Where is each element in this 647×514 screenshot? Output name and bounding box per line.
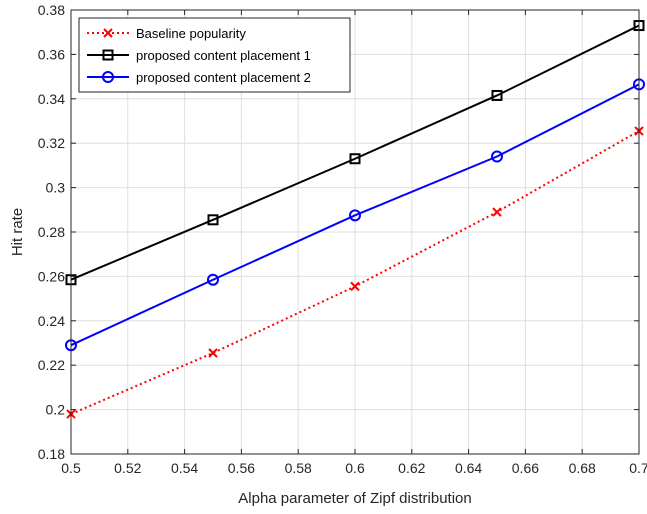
legend-marker bbox=[102, 49, 114, 61]
legend-item: proposed content placement 2 bbox=[87, 70, 311, 85]
data-point bbox=[491, 150, 503, 163]
legend-label: proposed content placement 1 bbox=[136, 48, 311, 63]
x-tick-label: 0.54 bbox=[171, 460, 198, 476]
data-point bbox=[349, 209, 361, 222]
x-tick-label: 0.56 bbox=[228, 460, 255, 476]
y-tick-label: 0.2 bbox=[46, 402, 66, 418]
y-tick-label: 0.3 bbox=[46, 180, 66, 196]
y-tick-label: 0.32 bbox=[38, 135, 65, 151]
legend-label: proposed content placement 2 bbox=[136, 70, 311, 85]
x-tick-label: 0.6 bbox=[345, 460, 365, 476]
y-tick-label: 0.34 bbox=[38, 91, 65, 107]
data-point bbox=[208, 348, 218, 358]
x-tick-label: 0.68 bbox=[569, 460, 596, 476]
legend-marker bbox=[103, 28, 113, 38]
y-tick-label: 0.26 bbox=[38, 268, 65, 284]
data-point bbox=[207, 273, 219, 286]
y-tick-label: 0.28 bbox=[38, 224, 65, 240]
y-tick-label: 0.38 bbox=[38, 2, 65, 18]
legend-item: Baseline popularity bbox=[87, 26, 246, 41]
legend-item: proposed content placement 1 bbox=[87, 48, 311, 63]
x-tick-label: 0.64 bbox=[455, 460, 482, 476]
y-tick-label: 0.18 bbox=[38, 446, 65, 462]
x-tick-label: 0.62 bbox=[398, 460, 425, 476]
data-point bbox=[492, 207, 502, 217]
series-line bbox=[70, 24, 640, 281]
ticks: 0.5 0.52 0.54 0.56 0.58 0.6 0.62 0.64 0.66 0.68 0.… bbox=[38, 2, 647, 476]
x-tick-label: 0.5 bbox=[61, 460, 81, 476]
data-point bbox=[350, 281, 360, 292]
y-tick-label: 0.24 bbox=[38, 313, 65, 329]
legend-marker bbox=[102, 71, 114, 83]
data-point bbox=[491, 89, 503, 101]
series-line bbox=[70, 83, 640, 347]
data-point bbox=[349, 153, 361, 165]
legend-label: Baseline popularity bbox=[136, 26, 246, 41]
x-tick-label: 0.7 bbox=[629, 460, 647, 476]
x-axis-label: Alpha parameter of Zipf distribution bbox=[238, 490, 471, 507]
y-tick-label: 0.36 bbox=[38, 46, 65, 62]
x-tick-label: 0.52 bbox=[114, 460, 141, 476]
x-tick-label: 0.58 bbox=[285, 460, 312, 476]
y-tick-label: 0.22 bbox=[38, 357, 65, 373]
data-point bbox=[207, 214, 219, 226]
x-tick-label: 0.66 bbox=[512, 460, 539, 476]
legend: Baseline popularity proposed content plac… bbox=[78, 17, 351, 93]
y-axis-label: Hit rate bbox=[9, 208, 26, 256]
